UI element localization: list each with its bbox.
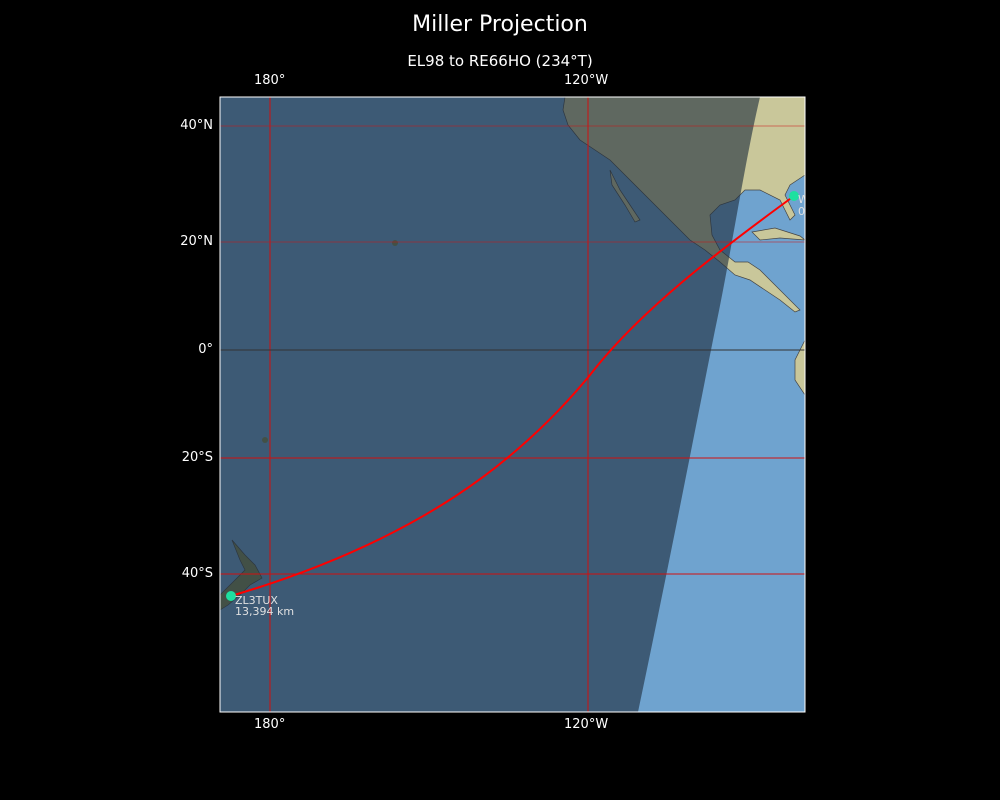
- lon-tick-top-180: 180°: [254, 73, 286, 88]
- lat-tick-20s: 20°S: [181, 450, 213, 465]
- lon-tick-bottom-180: 180°: [254, 717, 286, 732]
- lat-tick-20n: 20°N: [180, 234, 213, 249]
- map-frame: [219, 96, 806, 713]
- great-circle-path: [230, 195, 795, 597]
- map-title: Miller Projection: [412, 12, 588, 37]
- station-marker-zl3tux[interactable]: [226, 591, 236, 601]
- lat-tick-40s: 40°S: [181, 566, 213, 581]
- station-marker-w2jit[interactable]: [789, 191, 799, 201]
- station-distance-zl3tux: 13,394 km: [235, 605, 294, 618]
- land-south-america: [794, 339, 805, 396]
- lon-tick-bottom-120w: 120°W: [564, 717, 609, 732]
- map-subtitle: EL98 to RE66HO (234°T): [407, 52, 593, 70]
- station-label-w2jit: W2JIT: [798, 193, 829, 206]
- lat-tick-0: 0°: [198, 342, 213, 357]
- lat-tick-40n: 40°N: [180, 118, 213, 133]
- station-label-zl3tux: ZL3TUX: [235, 594, 278, 607]
- graticule: [220, 97, 805, 712]
- night-shading: [220, 97, 760, 712]
- land-cuba: [751, 227, 805, 241]
- lon-tick-top-120w: 120°W: [564, 73, 609, 88]
- station-distance-w2jit: 0 km: [798, 205, 826, 218]
